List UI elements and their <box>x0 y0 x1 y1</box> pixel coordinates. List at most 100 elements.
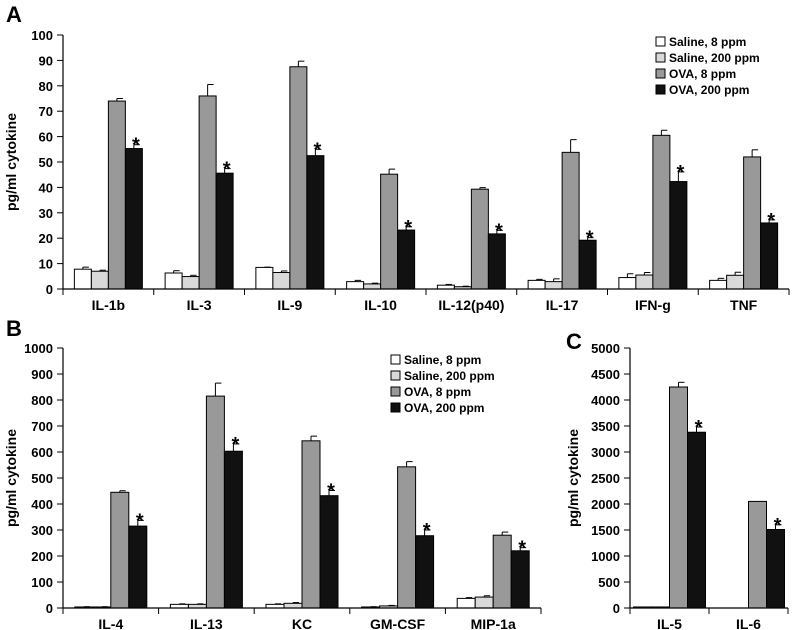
y-tick-label: 600 <box>31 445 53 460</box>
bar <box>73 268 92 290</box>
significance-star: * <box>495 220 503 242</box>
legend-swatch <box>390 402 401 413</box>
bar <box>397 229 416 290</box>
y-tick-label: 4500 <box>591 367 620 382</box>
legend-swatch <box>655 36 666 47</box>
panel-letter: B <box>6 316 22 341</box>
bar <box>215 172 234 290</box>
significance-star: * <box>136 510 144 532</box>
bar <box>223 450 243 609</box>
x-tick-label: IL-10 <box>364 297 397 313</box>
x-tick-label: IFN-g <box>635 297 671 313</box>
significance-star: * <box>223 159 231 181</box>
bar <box>128 525 148 609</box>
legend-label: Saline, 8 ppm <box>404 353 481 367</box>
bar <box>110 491 130 609</box>
legend-label: OVA, 8 ppm <box>669 67 736 81</box>
bar <box>748 500 767 609</box>
bar <box>561 151 580 290</box>
y-tick-label: 500 <box>598 575 620 590</box>
y-tick-label: 1000 <box>591 549 620 564</box>
legend-swatch <box>390 354 401 365</box>
x-tick-label: IL-9 <box>277 297 302 313</box>
significance-star: * <box>695 417 703 439</box>
y-tick-label: 700 <box>31 419 53 434</box>
bar <box>760 222 779 290</box>
y-axis-label: pg/ml cytokine <box>3 113 19 211</box>
y-tick-label: 70 <box>39 104 53 119</box>
y-tick-label: 0 <box>46 601 53 616</box>
panel-letter: C <box>566 329 582 354</box>
bar <box>687 431 706 609</box>
legend-label: OVA, 200 ppm <box>404 401 484 415</box>
x-tick-label: IL-17 <box>546 297 579 313</box>
y-tick-label: 50 <box>39 155 53 170</box>
bar <box>474 596 494 609</box>
x-tick-label: IL-1b <box>92 297 125 313</box>
panel-c: Cpg/ml cytokine 0 500 1000 1500 2000 2500 3000 3… <box>565 329 789 630</box>
bar <box>205 395 225 609</box>
bar <box>346 281 365 290</box>
y-tick-label: 5000 <box>591 341 620 356</box>
y-tick-label: 100 <box>31 575 53 590</box>
bar <box>289 66 308 290</box>
significance-star: * <box>327 480 335 502</box>
bar <box>544 281 563 290</box>
bar <box>164 272 183 290</box>
y-tick-label: 90 <box>39 53 53 68</box>
panel-letter: A <box>6 2 22 27</box>
bar <box>380 173 399 290</box>
x-tick-label: KC <box>292 616 312 630</box>
y-tick-label: 1500 <box>591 523 620 538</box>
significance-star: * <box>774 515 782 537</box>
y-tick-label: 2000 <box>591 497 620 512</box>
x-tick-label: IL-13 <box>190 616 223 630</box>
y-tick-label: 900 <box>31 367 53 382</box>
bar <box>301 440 321 609</box>
y-tick-label: 20 <box>39 231 53 246</box>
bar <box>272 271 291 290</box>
x-tick-label: IL-3 <box>187 297 212 313</box>
bar <box>397 466 417 609</box>
x-tick-label: TNF <box>730 297 758 313</box>
y-tick-label: 0 <box>46 282 53 297</box>
legend-swatch <box>655 52 666 63</box>
legend-swatch <box>655 68 666 79</box>
x-tick-label: IL-4 <box>98 616 123 630</box>
legend-swatch <box>390 386 401 397</box>
bar <box>456 597 476 609</box>
significance-star: * <box>676 162 684 184</box>
legend-swatch <box>655 84 666 95</box>
bar <box>492 534 512 609</box>
bar <box>635 274 654 290</box>
y-tick-label: 0 <box>613 601 620 616</box>
y-tick-label: 300 <box>31 523 53 538</box>
bar <box>319 495 339 609</box>
bar <box>470 188 489 290</box>
bar <box>669 386 688 609</box>
bar <box>107 100 126 290</box>
bar <box>652 134 671 290</box>
panel-b: Bpg/ml cytokine 0 100 200 300 400 500 600 700 800… <box>3 316 542 630</box>
significance-star: * <box>423 520 431 542</box>
bar <box>90 270 109 290</box>
y-tick-label: 100 <box>31 28 53 43</box>
y-tick-label: 400 <box>31 497 53 512</box>
x-tick-label: IL-12(p40) <box>438 297 504 313</box>
legend-label: Saline, 200 ppm <box>404 369 495 383</box>
bar <box>181 276 200 290</box>
x-tick-label: IL-5 <box>657 616 682 630</box>
bar <box>363 283 382 290</box>
bar <box>124 148 143 290</box>
bar <box>415 535 435 609</box>
y-tick-label: 800 <box>31 393 53 408</box>
legend-label: OVA, 8 ppm <box>404 385 471 399</box>
y-tick-label: 2500 <box>591 471 620 486</box>
bar <box>306 155 325 290</box>
bar <box>255 266 274 290</box>
bar <box>709 279 728 290</box>
y-tick-label: 3000 <box>591 445 620 460</box>
bar <box>766 528 785 609</box>
y-tick-label: 4000 <box>591 393 620 408</box>
